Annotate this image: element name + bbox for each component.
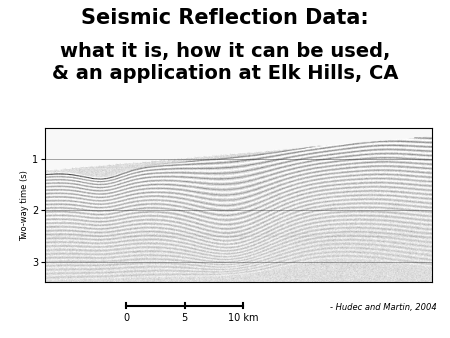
Text: - Hudec and Martin, 2004: - Hudec and Martin, 2004 — [330, 303, 436, 312]
Y-axis label: Two-way time (s): Two-way time (s) — [20, 170, 29, 241]
Text: what it is, how it can be used,
& an application at Elk Hills, CA: what it is, how it can be used, & an app… — [52, 42, 398, 83]
Text: Seismic Reflection Data:: Seismic Reflection Data: — [81, 8, 369, 28]
Text: 0: 0 — [123, 313, 129, 323]
Text: 10 km: 10 km — [228, 313, 258, 323]
Text: 5: 5 — [181, 313, 188, 323]
